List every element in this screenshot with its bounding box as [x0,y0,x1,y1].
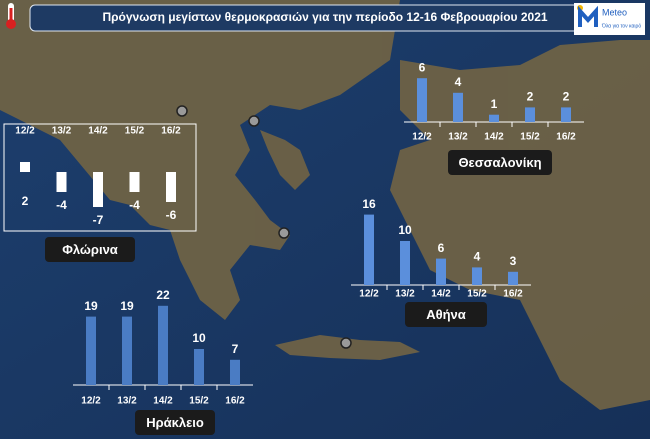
x-tick-label: 13/2 [395,289,415,300]
bar [194,349,204,385]
city-label-box [405,302,487,327]
city-label-box [448,150,552,175]
value-label: 2 [527,90,534,104]
x-tick-label: 16/2 [556,132,576,143]
value-label: -6 [166,208,177,222]
florina-frame [3,123,197,232]
bar [417,78,427,122]
x-tick-label: 15/2 [467,289,487,300]
bar [93,172,103,207]
value-label: 6 [419,60,426,74]
city-name: Φλώρινα [62,242,118,257]
x-tick-label: 15/2 [189,396,209,407]
city-label-box [135,410,215,435]
x-tick-label: 13/2 [448,132,468,143]
bar [453,92,463,122]
bar [364,214,374,285]
x-tick-label: 14/2 [431,289,451,300]
city-name: Θεσσαλονίκη [458,155,541,170]
bar [561,107,571,122]
city-label-box [45,237,135,262]
value-label: -7 [93,213,104,227]
value-label: 19 [120,299,134,313]
bar [472,267,482,285]
x-tick-label: 12/2 [81,396,101,407]
city-name: Αθήνα [426,307,466,322]
x-tick-label: 13/2 [117,396,137,407]
bar [129,172,140,192]
city-markers [176,105,352,349]
x-tick-label: 14/2 [484,132,504,143]
value-label: 4 [474,250,481,264]
x-tick-label: 16/2 [161,126,181,137]
value-label: 4 [455,75,462,89]
bar [489,114,499,122]
x-tick-label: 12/2 [412,132,432,143]
value-label: -4 [129,198,140,212]
logo: Meteo Όλα για τον καιρό [574,3,645,35]
value-label: 22 [156,288,170,302]
x-tick-label: 16/2 [225,396,245,407]
x-tick-label: 15/2 [520,132,540,143]
value-label: 16 [362,197,376,211]
bar [436,258,446,285]
bar [122,316,132,385]
value-label: 10 [192,331,206,345]
value-label: 3 [510,254,517,268]
bar [166,172,176,202]
x-tick-label: 14/2 [88,126,108,137]
x-tick-label: 15/2 [125,126,145,137]
logo-tagline: Όλα για τον καιρό [601,22,641,29]
bar [230,359,240,385]
value-label: 10 [398,223,412,237]
value-label: 7 [232,342,239,356]
bar [56,172,67,192]
value-label: 1 [491,97,498,111]
bar [400,241,410,285]
title: Πρόγνωση μεγίστων θερμοκρασιών για την π… [102,10,547,24]
value-label: 2 [22,194,29,208]
bar [86,316,96,385]
x-tick-label: 12/2 [15,126,35,137]
x-tick-label: 16/2 [503,289,523,300]
bar [20,162,30,172]
city-name: Ηράκλειο [146,415,204,430]
x-tick-label: 12/2 [359,289,379,300]
value-label: 2 [563,90,570,104]
logo-name: Meteo [602,7,627,17]
value-label: -4 [56,198,67,212]
value-label: 6 [438,241,445,255]
x-tick-label: 13/2 [52,126,72,137]
thermometer-icon [6,3,16,29]
x-tick-label: 14/2 [153,396,173,407]
bar [525,107,535,122]
bar [508,271,518,285]
value-label: 19 [84,299,98,313]
bar [158,305,168,385]
